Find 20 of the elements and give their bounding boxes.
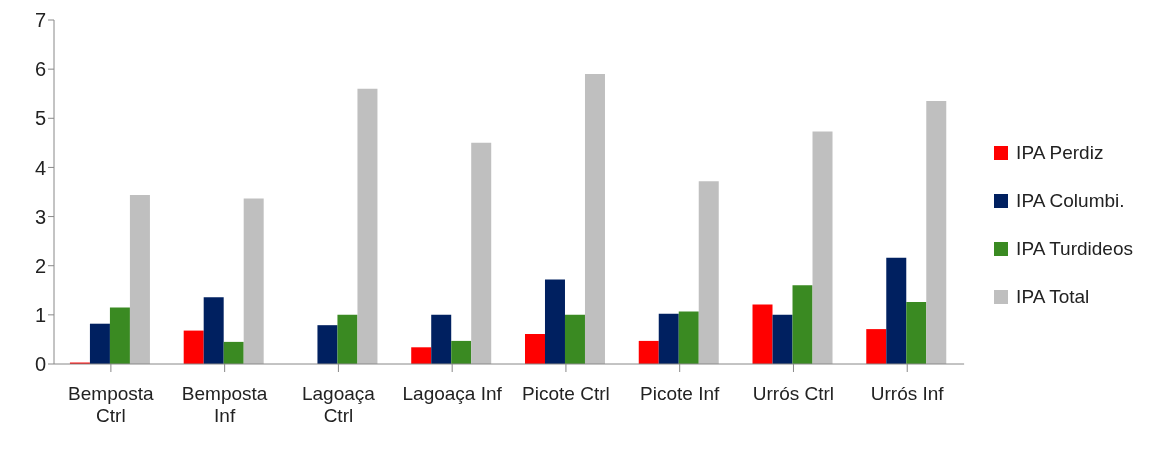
y-tick-label: 1: [34, 303, 46, 326]
x-tick-label: Bemposta Inf: [181, 383, 268, 426]
x-tick-label: Lagoaça Ctrl: [301, 383, 376, 426]
y-tick-label: 5: [34, 107, 46, 130]
x-tick-label: Lagoaça Inf: [402, 383, 503, 404]
y-tick-label: 0: [34, 353, 46, 376]
legend-label: IPA Turdideos: [1016, 237, 1133, 261]
x-tick-label: Urrós Ctrl: [752, 383, 835, 404]
y-tick-label: 7: [34, 9, 46, 32]
x-tick-label: Picote Inf: [640, 383, 721, 404]
legend-label: IPA Total: [1016, 285, 1090, 309]
legend-label: IPA Columbi.: [1016, 189, 1125, 213]
y-tick-label: 6: [34, 58, 46, 81]
x-tick-label: Picote Ctrl: [522, 383, 610, 404]
y-tick-label: 3: [34, 205, 46, 228]
legend-label: IPA Perdiz: [1016, 141, 1104, 165]
x-tick-label: Urrós Inf: [870, 383, 945, 404]
y-tick-label: 4: [34, 156, 46, 179]
y-tick-label: 2: [34, 254, 46, 277]
x-tick-label: Bemposta Ctrl: [68, 383, 155, 426]
